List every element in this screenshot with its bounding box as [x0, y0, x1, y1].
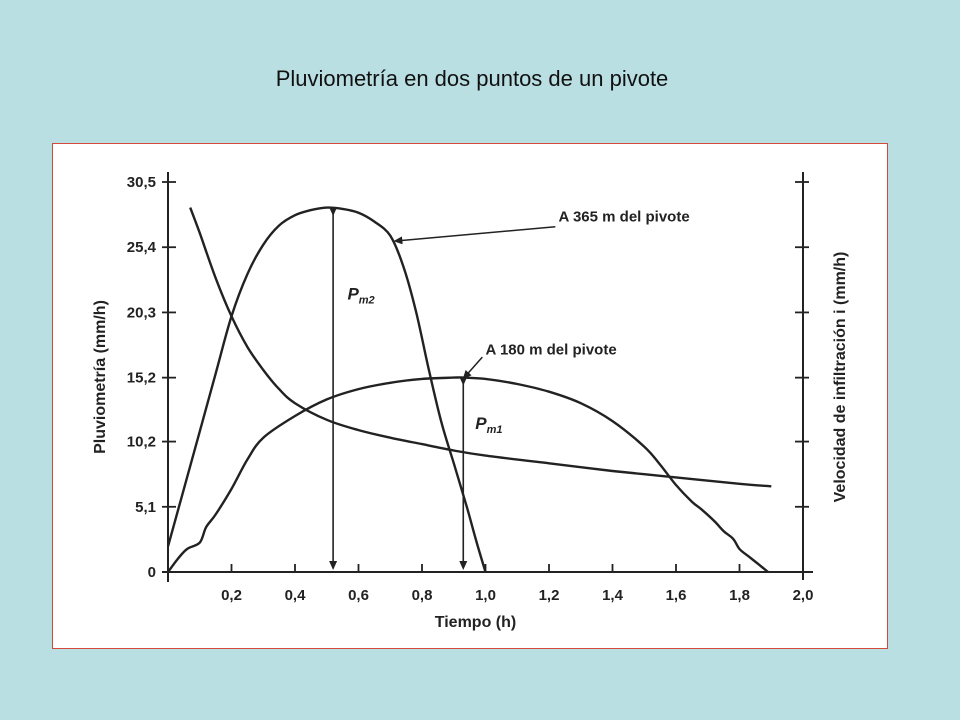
leader-365m: [393, 226, 556, 245]
curves: [166, 206, 772, 573]
curve-infiltration: [189, 207, 772, 488]
x-tick-label: 1,4: [602, 587, 624, 604]
x-axis-title: Tiempo (h): [435, 614, 516, 631]
curve-180m: [167, 376, 769, 573]
x-tick-label: 2,0: [793, 587, 814, 604]
x-tick-label: 1,2: [539, 587, 560, 604]
y-axis-title-left: Pluviometría (mm/h): [92, 300, 109, 454]
x-tick-label: 0,8: [412, 587, 433, 604]
x-tick-label: 1,8: [729, 587, 750, 604]
x-tick-label: 0,4: [285, 587, 307, 604]
y-tick-label: 0: [148, 564, 156, 581]
y-tick-label: 10,2: [127, 434, 156, 451]
pm2-label: Pm2: [347, 285, 374, 307]
y-axis-title-right: Velocidad de infiltración i (mm/h): [832, 252, 849, 503]
y-tick-label: 25,4: [127, 239, 157, 256]
x-tick-label: 1,6: [666, 587, 687, 604]
y-tick-label: 30,5: [127, 174, 156, 191]
y-tick-label: 20,3: [127, 304, 156, 321]
x-tick-label: 0,2: [221, 587, 242, 604]
x-tick-label: 1,0: [475, 587, 496, 604]
curve-365m: [166, 206, 487, 573]
figure-frame: 0 5,1 10,2 15,2 20,3 25,4 30,5 0,2 0,4 0,6 0,8 1,0 1…: [52, 143, 888, 649]
pm1-label: Pm1: [475, 414, 502, 436]
axes: 0 5,1 10,2 15,2 20,3 25,4 30,5 0,2 0,4 0,6 0,8 1,0 1…: [92, 172, 849, 631]
leader-180m: [462, 356, 483, 380]
y-tick-label: 15,2: [127, 370, 156, 387]
x-tick-label: 0,6: [348, 587, 369, 604]
label-180m: A 180 m del pivote: [486, 342, 617, 359]
annotations: Pm2 Pm1 A 365 m del pivote A 180 m del pivo…: [329, 207, 690, 570]
y-tick-label: 5,1: [135, 499, 156, 516]
rainfall-chart: 0 5,1 10,2 15,2 20,3 25,4 30,5 0,2 0,4 0,6 0,8 1,0 1…: [92, 172, 849, 631]
slide-title: Pluviometría en dos puntos de un pivote: [275, 66, 669, 91]
label-365m: A 365 m del pivote: [559, 209, 690, 226]
